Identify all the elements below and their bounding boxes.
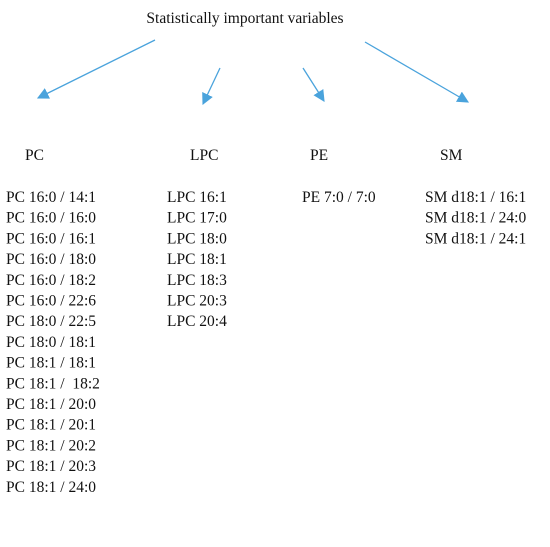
group-label: PC <box>25 147 44 164</box>
group-item: LPC 17:0 <box>167 210 227 227</box>
group-item: PC 16:0 / 14:1 <box>6 189 96 206</box>
group-item: PC 18:1 / 18:2 <box>6 375 100 392</box>
arrow <box>202 67 221 106</box>
group-item: PC 16:0 / 16:0 <box>6 210 96 227</box>
arrow <box>36 39 156 99</box>
group-item: PC 18:0 / 18:1 <box>6 334 96 351</box>
group-item: LPC 20:4 <box>167 313 227 330</box>
group-label: PE <box>310 147 328 164</box>
arrow <box>302 67 325 102</box>
group-item: PC 18:1 / 20:3 <box>6 458 96 475</box>
group-item: PC 16:0 / 16:1 <box>6 230 96 247</box>
group-label: SM <box>440 147 463 164</box>
group-item: PE 7:0 / 7:0 <box>302 189 376 206</box>
group-item: SM d18:1 / 24:0 <box>425 210 526 227</box>
group-item: PC 18:1 / 20:2 <box>6 437 96 454</box>
arrow <box>364 41 470 103</box>
group-item: PC 16:0 / 18:0 <box>6 251 96 268</box>
group-item: PC 18:1 / 24:0 <box>6 479 96 496</box>
group-item: LPC 18:3 <box>167 272 227 289</box>
group-item: LPC 20:3 <box>167 293 227 310</box>
group-item: LPC 18:1 <box>167 251 227 268</box>
group-item: LPC 18:0 <box>167 230 227 247</box>
group-item: PC 18:0 / 22:5 <box>6 313 96 330</box>
group-item: SM d18:1 / 24:1 <box>425 230 526 247</box>
group-label: LPC <box>190 147 218 164</box>
group-item: LPC 16:1 <box>167 189 227 206</box>
group-item: PC 16:0 / 18:2 <box>6 272 96 289</box>
group-item: PC 18:1 / 18:1 <box>6 355 96 372</box>
group-item: PC 16:0 / 22:6 <box>6 293 96 310</box>
title: Statistically important variables <box>146 10 343 27</box>
group-item: PC 18:1 / 20:0 <box>6 396 96 413</box>
group-item: SM d18:1 / 16:1 <box>425 189 526 206</box>
group-item: PC 18:1 / 20:1 <box>6 417 96 434</box>
